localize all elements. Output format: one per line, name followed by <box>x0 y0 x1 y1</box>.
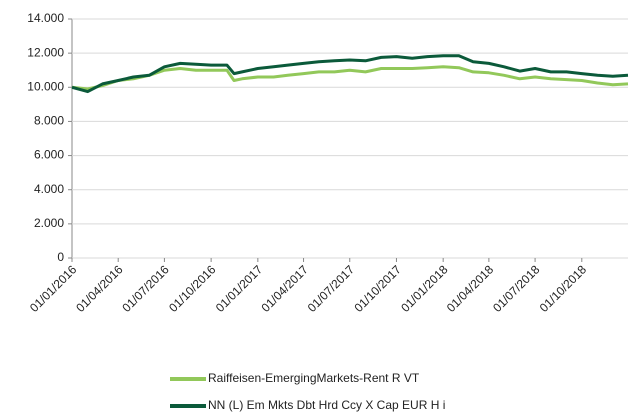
y-tick-label: 2.000 <box>34 216 64 230</box>
x-tick-label: 01/01/2018 <box>398 262 451 315</box>
y-tick-label: 10.000 <box>27 79 64 93</box>
series-line <box>71 65 629 91</box>
legend-label: Raiffeisen-EmergingMarkets-Rent R VT <box>208 371 420 385</box>
x-tick-label: 01/10/2018 <box>537 262 590 315</box>
y-tick-label: 4.000 <box>34 182 64 196</box>
x-tick-label: 01/10/2016 <box>166 262 219 315</box>
x-tick-label: 01/10/2017 <box>351 262 404 315</box>
y-tick-label: 6.000 <box>34 148 64 162</box>
series-line <box>71 54 629 94</box>
x-tick-label: 01/04/2016 <box>73 262 126 315</box>
legend-label: NN (L) Em Mkts Dbt Hrd Ccy X Cap EUR H i <box>208 398 445 412</box>
y-tick-label: 14.000 <box>27 11 64 25</box>
y-tick-label: 12.000 <box>27 45 64 59</box>
x-tick-label: 01/07/2017 <box>305 262 358 315</box>
y-tick-label: 8.000 <box>34 114 64 128</box>
x-tick-label: 01/04/2017 <box>259 262 312 315</box>
x-tick-label: 01/07/2016 <box>119 262 172 315</box>
y-tick-label: 0 <box>57 250 64 264</box>
x-tick-label: 01/01/2016 <box>27 262 80 315</box>
x-tick-label: 01/07/2018 <box>490 262 543 315</box>
x-tick-label: 01/04/2018 <box>444 262 497 315</box>
x-tick-label: 01/01/2017 <box>213 262 266 315</box>
